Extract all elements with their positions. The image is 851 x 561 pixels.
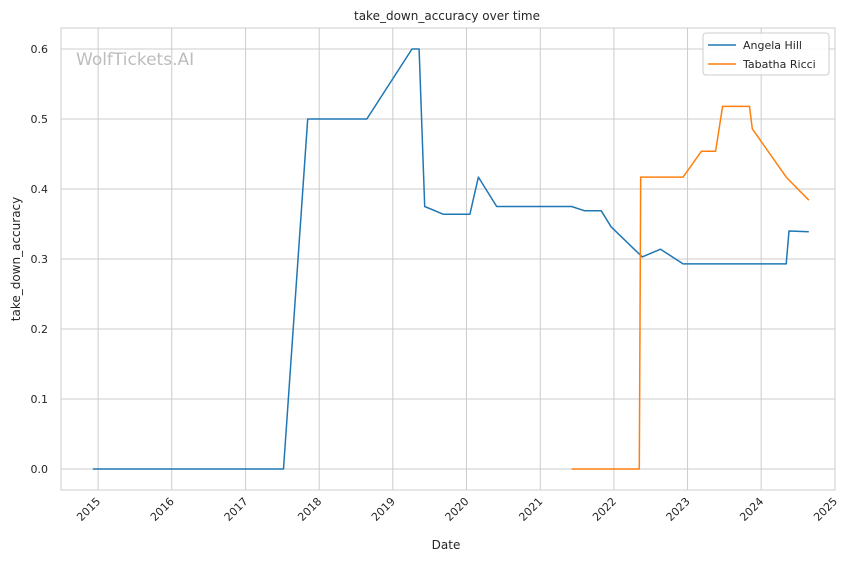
series-line-tabatha-ricci	[571, 105, 810, 470]
x-tick-label: 2024	[737, 495, 766, 524]
x-tick-label: 2017	[222, 495, 251, 524]
legend-label: Tabatha Ricci	[742, 58, 816, 71]
x-tick-label: 2020	[443, 495, 472, 524]
y-tick-label: 0.2	[31, 323, 49, 336]
y-tick-label: 0.0	[31, 463, 49, 476]
legend-label: Angela Hill	[743, 39, 802, 52]
y-axis-label: take_down_accuracy	[9, 197, 23, 321]
x-tick-label: 2021	[516, 495, 545, 524]
x-tick-label: 2025	[811, 495, 840, 524]
series-layer	[92, 48, 810, 470]
chart-title: take_down_accuracy over time	[354, 9, 540, 23]
watermark-text: WolfTickets.AI	[76, 50, 194, 70]
plot-frame	[60, 27, 836, 491]
x-tick-label: 2015	[74, 495, 103, 524]
legend: Angela Hill Tabatha Ricci	[702, 32, 830, 76]
y-tick-label: 0.4	[31, 183, 49, 196]
x-tick-label: 2023	[664, 495, 693, 524]
x-axis-label: Date	[432, 538, 461, 552]
x-tick-label: 2022	[590, 495, 619, 524]
y-tick-label: 0.3	[31, 253, 49, 266]
grid-layer	[61, 28, 836, 490]
y-tick-label: 0.6	[31, 43, 49, 56]
y-tick-label: 0.1	[31, 393, 49, 406]
y-tick-label: 0.5	[31, 113, 49, 126]
x-tick-label: 2019	[369, 495, 398, 524]
series-line-angela-hill	[92, 48, 809, 470]
x-tick-label: 2018	[295, 495, 324, 524]
tick-layer: 2015 2016 2017 2018 2019 2020 2021 2022 2023 2024…	[31, 43, 841, 524]
x-tick-label: 2016	[148, 495, 177, 524]
